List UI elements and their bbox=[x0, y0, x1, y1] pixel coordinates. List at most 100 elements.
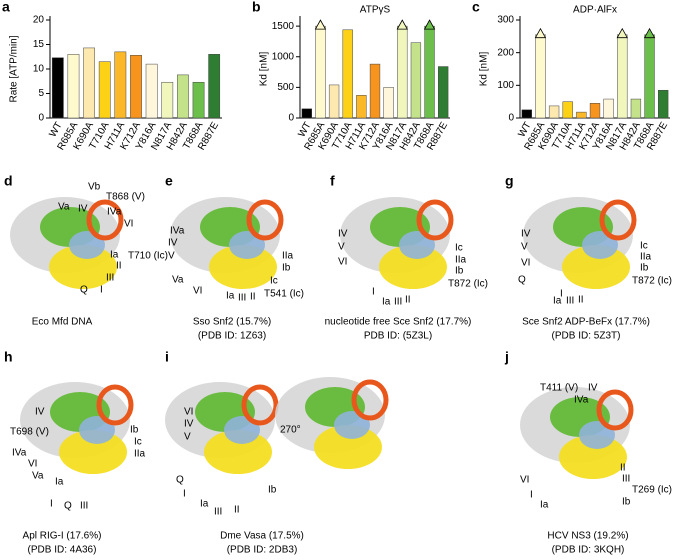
motif-label: IVa bbox=[107, 207, 122, 218]
chart-title: ATPγS bbox=[360, 5, 391, 16]
motif-label: IV bbox=[78, 204, 88, 215]
y-tick-label: 0 bbox=[508, 113, 514, 124]
chart-title: ADP·AlFx bbox=[573, 5, 617, 16]
motif-label: IVa bbox=[170, 226, 185, 237]
panel-letter: h bbox=[4, 349, 13, 365]
bar bbox=[208, 54, 221, 119]
motif-label: VI bbox=[124, 219, 133, 230]
off-scale-marker bbox=[616, 27, 628, 39]
bar bbox=[192, 81, 205, 119]
bar bbox=[383, 87, 394, 119]
bar bbox=[328, 84, 340, 119]
bar bbox=[548, 105, 560, 119]
motif-label: IVa bbox=[12, 448, 27, 459]
bar bbox=[98, 61, 111, 119]
residues-blue bbox=[579, 421, 615, 449]
motif-label: II bbox=[578, 295, 584, 306]
motif-label: I bbox=[100, 285, 103, 296]
bar bbox=[51, 57, 64, 119]
motif-label: Ib bbox=[268, 485, 277, 496]
y-axis-label: Kd [nM] bbox=[259, 52, 270, 87]
motif-label: T872 (Ic) bbox=[448, 279, 488, 290]
caption: Sso Snf2 (15.7%) bbox=[193, 317, 271, 328]
caption: PDB ID: (5Z3L) bbox=[364, 331, 432, 342]
motif-label: Ia bbox=[226, 291, 235, 302]
y-tick-label: 0 bbox=[38, 113, 44, 124]
panel-letter: a bbox=[2, 0, 10, 15]
off-scale-marker bbox=[643, 27, 656, 39]
bar bbox=[576, 111, 587, 119]
panel-letter: f bbox=[330, 173, 335, 189]
motif-label: III bbox=[106, 273, 114, 284]
nucleic-acid-orange bbox=[246, 199, 284, 241]
bar bbox=[589, 103, 601, 119]
bar bbox=[177, 74, 189, 119]
nucleic-acid-orange bbox=[596, 389, 634, 431]
motif-label: III bbox=[566, 296, 574, 307]
motif-label: IIa bbox=[455, 255, 467, 266]
nucleic-acid-orange bbox=[96, 384, 134, 426]
motif-label: IIa bbox=[282, 251, 294, 262]
bar bbox=[145, 63, 158, 119]
bar bbox=[67, 54, 80, 119]
structure-panel: g Sce Snf2 ADP-BeFx (17.7%) (PDB ID: 5Z3T)… bbox=[505, 173, 672, 342]
motif-label: Ia bbox=[200, 499, 209, 510]
bar bbox=[114, 51, 127, 119]
motif-label: Ic bbox=[640, 241, 648, 252]
motif-label: Q bbox=[518, 275, 526, 286]
motif-label: IIa bbox=[134, 449, 146, 460]
bar bbox=[562, 101, 573, 119]
domain-yellow bbox=[379, 245, 447, 289]
motif-label: II bbox=[620, 463, 626, 474]
bar bbox=[658, 89, 669, 119]
caption: Apl RIG-I (17.6%) bbox=[23, 531, 102, 542]
panel-letter: g bbox=[505, 173, 514, 189]
caption: (PDB ID: 2DB3) bbox=[227, 545, 298, 556]
y-tick-label: 1500 bbox=[272, 21, 295, 32]
y-axis-label: Rate [ATP/min] bbox=[9, 35, 20, 102]
y-tick-label: 5 bbox=[38, 88, 44, 99]
motif-label: T698 (V) bbox=[10, 427, 49, 438]
residues-blue bbox=[334, 411, 370, 439]
bar bbox=[644, 34, 655, 119]
motif-label: IV bbox=[168, 238, 178, 249]
bar bbox=[603, 98, 614, 119]
motif-label: VI bbox=[28, 459, 37, 470]
caption: HCV NS3 (19.2%) bbox=[547, 531, 628, 542]
y-tick-label: 15 bbox=[33, 39, 45, 50]
motif-label: V bbox=[338, 242, 345, 253]
motif-label: Ib bbox=[282, 263, 291, 274]
domain-yellow bbox=[559, 435, 627, 479]
motif-label: Ia bbox=[553, 296, 562, 307]
domain-yellow bbox=[59, 430, 127, 474]
motif-label: Q bbox=[176, 475, 184, 486]
motif-label: I bbox=[372, 287, 375, 298]
y-tick-label: 300 bbox=[497, 15, 514, 26]
bar bbox=[369, 63, 381, 119]
caption: nucleotide free Sce Snf2 (17.7%) bbox=[325, 317, 472, 328]
caption: Sce Snf2 ADP-BeFx (17.7%) bbox=[522, 317, 650, 328]
motif-label: Va bbox=[172, 275, 184, 286]
panel-letter: b bbox=[252, 0, 261, 15]
structure-panel: h Apl RIG-I (17.6%) (PDB ID: 4A36) IV T698 (… bbox=[4, 349, 146, 556]
off-scale-marker bbox=[534, 27, 547, 39]
motif-label: Ib bbox=[622, 497, 631, 508]
motif-label: T269 (Ic) bbox=[632, 485, 672, 496]
nucleic-acid-orange bbox=[241, 384, 279, 426]
motif-label: IV bbox=[588, 383, 598, 394]
motif-label: 270° bbox=[280, 425, 301, 436]
residues-blue bbox=[224, 416, 260, 444]
motif-label: III bbox=[80, 501, 88, 512]
y-axis-label: Kd [nM] bbox=[479, 52, 490, 87]
bar bbox=[161, 81, 174, 119]
motif-label: V bbox=[184, 432, 191, 443]
motif-label: Ib bbox=[640, 263, 649, 274]
domain-yellow bbox=[562, 245, 630, 289]
bar bbox=[438, 66, 449, 119]
motif-label: T868 (V) bbox=[106, 192, 145, 203]
bar bbox=[130, 55, 142, 119]
